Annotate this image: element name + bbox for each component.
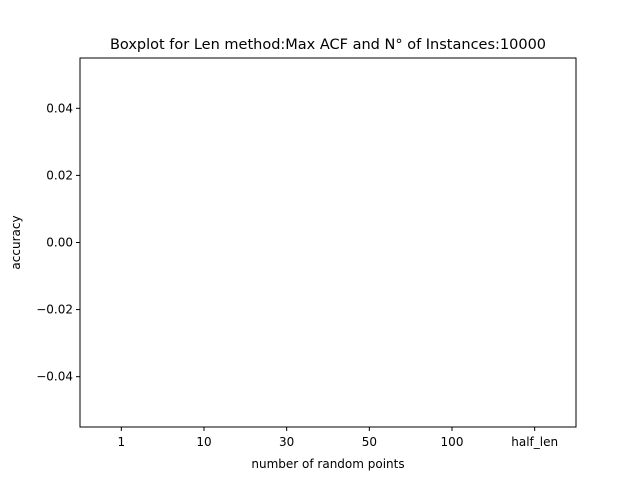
x-tick-label: 100 bbox=[441, 435, 464, 449]
x-tick-label: 30 bbox=[279, 435, 294, 449]
x-axis: 1 10 30 50 100 half_len bbox=[118, 427, 558, 449]
y-tick-label: −0.02 bbox=[36, 303, 73, 317]
y-tick-label: −0.04 bbox=[36, 370, 73, 384]
y-tick-label: 0.00 bbox=[46, 236, 73, 250]
x-axis-label: number of random points bbox=[251, 457, 404, 471]
x-tick-label: 1 bbox=[118, 435, 126, 449]
y-tick-label: 0.04 bbox=[46, 101, 73, 115]
plot-area-frame bbox=[79, 57, 577, 428]
chart-title: Boxplot for Len method:Max ACF and N° of… bbox=[110, 37, 546, 53]
x-tick-label: half_len bbox=[511, 435, 558, 449]
x-tick-label: 50 bbox=[362, 435, 377, 449]
y-tick-label: 0.02 bbox=[46, 168, 73, 182]
x-tick-label: 10 bbox=[196, 435, 211, 449]
y-axis: −0.04 −0.02 0.00 0.02 0.04 bbox=[36, 101, 80, 384]
y-axis-label: accuracy bbox=[9, 215, 23, 269]
